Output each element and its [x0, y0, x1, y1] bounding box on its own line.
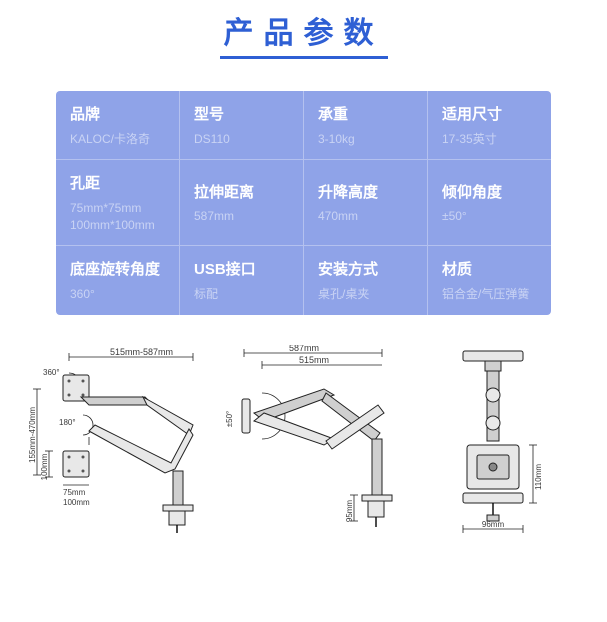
- spec-value: KALOC/卡洛奇: [70, 131, 165, 148]
- diagram-front-view: 515mm-587mm 360° 180°: [25, 345, 205, 535]
- svg-text:110mm: 110mm: [534, 463, 543, 489]
- spec-cell-size: 适用尺寸 17-35英寸: [427, 91, 551, 159]
- svg-text:96mm: 96mm: [481, 520, 504, 529]
- page: 产品参数 品牌 KALOC/卡洛奇 型号 DS110 承重 3-10kg 适用尺…: [0, 0, 607, 622]
- svg-text:180°: 180°: [59, 418, 76, 427]
- spec-label: 倾仰角度: [442, 183, 537, 203]
- spec-label: 底座旋转角度: [70, 260, 165, 280]
- svg-text:95mm: 95mm: [345, 499, 354, 522]
- spec-value: 标配: [194, 286, 289, 303]
- spec-cell-usb: USB接口 标配: [179, 246, 303, 314]
- svg-text:100mm: 100mm: [40, 453, 49, 480]
- spec-label: 品牌: [70, 105, 165, 125]
- spec-value: 587mm: [194, 208, 289, 225]
- spec-label: 承重: [318, 105, 413, 125]
- spec-label: 拉伸距离: [194, 183, 289, 203]
- spec-label: 安装方式: [318, 260, 413, 280]
- svg-text:155mm-470mm: 155mm-470mm: [28, 406, 37, 462]
- spec-value: ±50°: [442, 208, 537, 225]
- spec-label: 型号: [194, 105, 289, 125]
- spec-label: 适用尺寸: [442, 105, 537, 125]
- spec-value: 铝合金/气压弹簧: [442, 286, 537, 303]
- spec-cell-load: 承重 3-10kg: [303, 91, 427, 159]
- svg-text:515mm-587mm: 515mm-587mm: [110, 347, 173, 357]
- spec-row: 品牌 KALOC/卡洛奇 型号 DS110 承重 3-10kg 适用尺寸 17-…: [56, 91, 551, 159]
- svg-text:360°: 360°: [43, 368, 60, 377]
- title-container: 产品参数: [0, 0, 607, 71]
- spec-label: USB接口: [194, 260, 289, 280]
- spec-value: 360°: [70, 286, 165, 303]
- spec-cell-swivel: 底座旋转角度 360°: [56, 246, 179, 314]
- spec-value: 桌孔/桌夹: [318, 286, 413, 303]
- spec-label: 材质: [442, 260, 537, 280]
- spec-cell-lift: 升降高度 470mm: [303, 160, 427, 245]
- spec-cell-vesa: 孔距 75mm*75mm 100mm*100mm: [56, 160, 179, 245]
- svg-text:±50°: ±50°: [225, 410, 234, 427]
- spec-row: 孔距 75mm*75mm 100mm*100mm 拉伸距离 587mm 升降高度…: [56, 160, 551, 245]
- svg-text:587mm: 587mm: [288, 345, 318, 353]
- spec-value: 75mm*75mm 100mm*100mm: [70, 200, 165, 234]
- spec-value: 3-10kg: [318, 131, 413, 148]
- spec-cell-extension: 拉伸距离 587mm: [179, 160, 303, 245]
- spec-label: 孔距: [70, 174, 165, 194]
- spec-value: 17-35英寸: [442, 131, 537, 148]
- svg-text:515mm: 515mm: [298, 355, 328, 365]
- spec-cell-tilt: 倾仰角度 ±50°: [427, 160, 551, 245]
- spec-label: 升降高度: [318, 183, 413, 203]
- spec-row: 底座旋转角度 360° USB接口 标配 安装方式 桌孔/桌夹 材质 铝合金/气…: [56, 246, 551, 314]
- svg-text:100mm: 100mm: [63, 498, 90, 507]
- page-title: 产品参数: [220, 8, 388, 59]
- spec-card: 品牌 KALOC/卡洛奇 型号 DS110 承重 3-10kg 适用尺寸 17-…: [56, 91, 551, 315]
- svg-text:75mm: 75mm: [63, 488, 86, 497]
- diagram-top-view: 110mm 96mm: [403, 345, 583, 535]
- spec-cell-model: 型号 DS110: [179, 91, 303, 159]
- diagram-side-view: 587mm 515mm ±50° 95mm: [214, 345, 394, 535]
- spec-cell-brand: 品牌 KALOC/卡洛奇: [56, 91, 179, 159]
- diagrams-container: 515mm-587mm 360° 180°: [0, 345, 607, 535]
- spec-value: DS110: [194, 131, 289, 148]
- spec-value: 470mm: [318, 208, 413, 225]
- spec-cell-mount: 安装方式 桌孔/桌夹: [303, 246, 427, 314]
- spec-cell-material: 材质 铝合金/气压弹簧: [427, 246, 551, 314]
